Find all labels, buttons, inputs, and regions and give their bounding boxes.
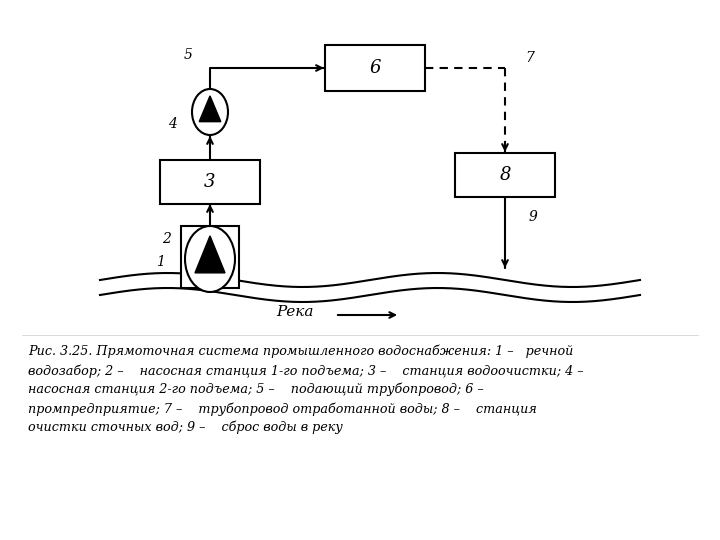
Text: насосная станция 2-го подъема; 5 –    подающий трубопровод; 6 –: насосная станция 2-го подъема; 5 – подаю… xyxy=(28,383,484,396)
Text: 9: 9 xyxy=(528,210,537,224)
Bar xyxy=(325,45,425,91)
Ellipse shape xyxy=(192,89,228,135)
Text: 5: 5 xyxy=(184,48,192,62)
Bar xyxy=(181,226,239,288)
Text: промпредприятие; 7 –    трубопровод отработанной воды; 8 –    станция: промпредприятие; 7 – трубопровод отработ… xyxy=(28,402,537,415)
Text: 7: 7 xyxy=(526,51,534,65)
Polygon shape xyxy=(195,236,225,273)
Text: Рис. 3.25. Прямоточная система промышленного водоснабжения: 1 –   речной: Рис. 3.25. Прямоточная система промышлен… xyxy=(28,345,573,359)
Text: 6: 6 xyxy=(369,59,381,77)
Text: 8: 8 xyxy=(499,166,510,184)
Ellipse shape xyxy=(185,226,235,292)
Bar xyxy=(455,153,555,197)
Text: очистки сточных вод; 9 –    сброс воды в реку: очистки сточных вод; 9 – сброс воды в ре… xyxy=(28,421,343,435)
Text: Река: Река xyxy=(276,305,314,319)
Text: 4: 4 xyxy=(168,117,176,131)
Polygon shape xyxy=(199,96,221,122)
Text: 1: 1 xyxy=(156,255,164,269)
Text: 3: 3 xyxy=(204,173,216,191)
Text: водозабор; 2 –    насосная станция 1-го подъема; 3 –    станция водоочистки; 4 –: водозабор; 2 – насосная станция 1-го под… xyxy=(28,364,584,377)
Bar xyxy=(160,160,260,204)
Text: 2: 2 xyxy=(163,232,171,246)
